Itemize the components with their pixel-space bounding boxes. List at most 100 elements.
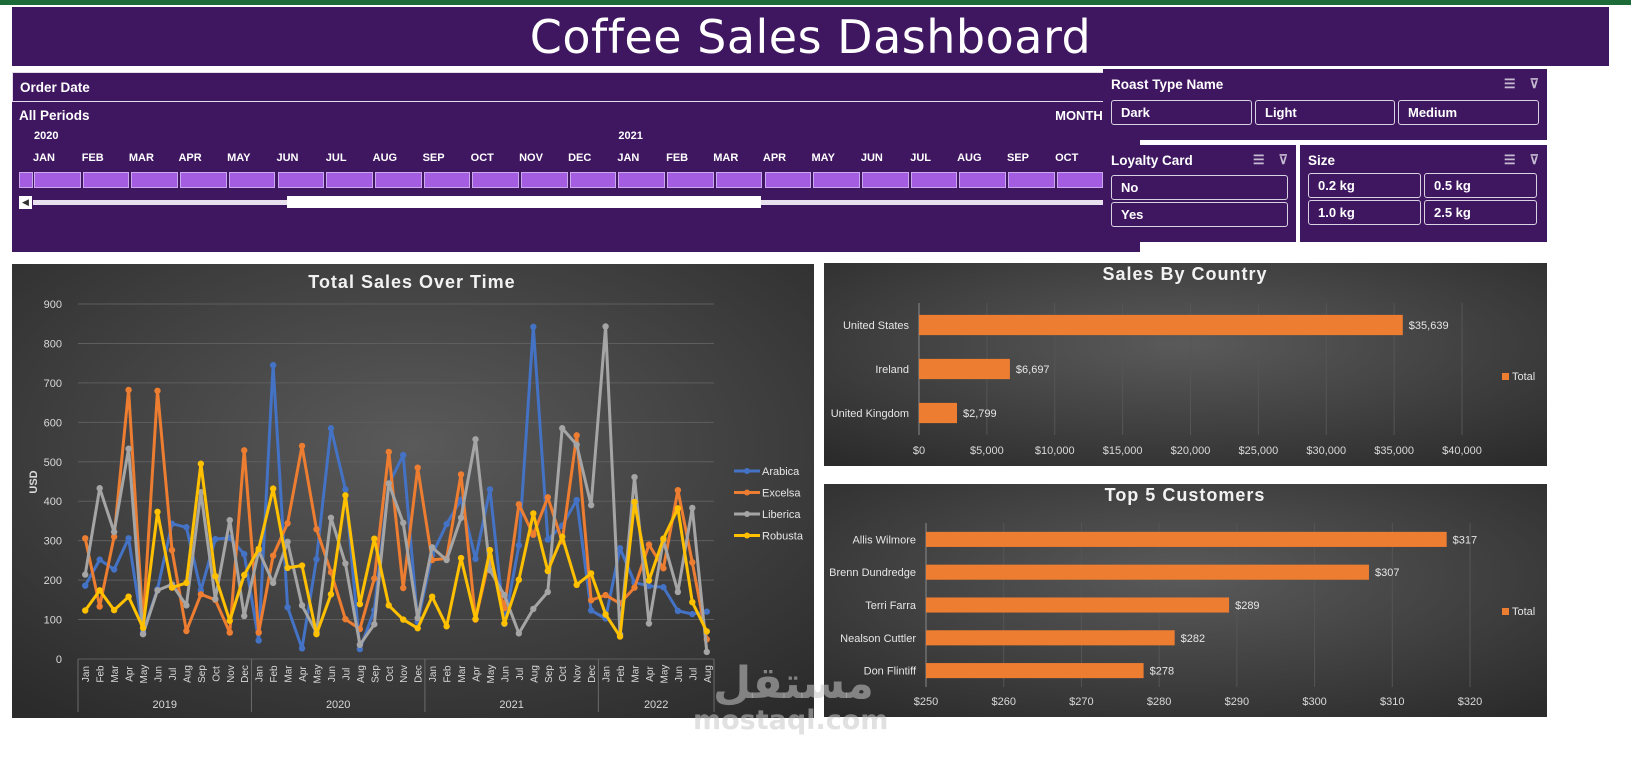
slicer-item-light[interactable]: Light — [1255, 100, 1395, 125]
data-point — [457, 471, 465, 478]
timeline-scrollbar[interactable]: ◀ ▶ — [19, 196, 1133, 209]
multi-select-icon[interactable]: ☰ — [1252, 152, 1265, 167]
legend-entry: Excelsa — [762, 488, 801, 500]
x-tick-label: $250 — [914, 696, 938, 708]
slicer-item-dark[interactable]: Dark — [1111, 100, 1252, 125]
timeline-month-label: MAY — [811, 152, 835, 164]
clear-filter-icon[interactable]: ⊽ — [1529, 152, 1539, 167]
timeline-month-bar[interactable] — [472, 172, 519, 188]
slicer-item-2-5kg[interactable]: 2.5 kg — [1424, 200, 1537, 225]
slicer-item-no[interactable]: No — [1111, 175, 1288, 200]
timeline-month-bar[interactable] — [764, 172, 812, 188]
timeline-month-bar[interactable] — [1056, 172, 1104, 188]
data-point — [457, 554, 465, 562]
slicer-item-medium[interactable]: Medium — [1398, 100, 1539, 125]
data-point — [573, 432, 580, 439]
data-point — [559, 533, 566, 540]
top-customers-chart: Top 5 Customers $250 $260 $270 $280 $290 $300 $… — [824, 484, 1547, 717]
timeline-month-bar[interactable] — [569, 172, 617, 188]
timeline-month-bar[interactable] — [813, 172, 860, 188]
bar — [926, 630, 1175, 646]
x-tick-label: Jul — [515, 668, 526, 681]
scroll-left-icon[interactable]: ◀ — [19, 196, 32, 209]
slicer-item-0-5kg[interactable]: 0.5 kg — [1424, 173, 1537, 198]
data-point — [342, 492, 349, 499]
data-point — [674, 486, 682, 494]
watermark: مستقل mostaql.com — [693, 662, 888, 736]
country-chart-svg: Sales By Country $0 $5,000 $10,000 $15,000 $2… — [824, 263, 1547, 466]
data-point — [96, 556, 103, 563]
timeline-month-bar[interactable] — [959, 172, 1006, 188]
multi-select-icon[interactable]: ☰ — [1503, 152, 1516, 167]
timeline-month-bar[interactable] — [82, 172, 130, 188]
data-point — [486, 567, 494, 574]
timeline-month-bar[interactable] — [326, 172, 373, 188]
data-point — [269, 552, 277, 559]
timeline-month-bar[interactable] — [374, 172, 422, 188]
clear-filter-icon[interactable]: ⊽ — [1278, 152, 1288, 167]
timeline-month-bar[interactable] — [423, 172, 471, 188]
data-point — [356, 641, 364, 648]
timeline-month-label: SEP — [422, 152, 445, 164]
data-point — [371, 575, 378, 582]
total-sales-chart: Total Sales Over Time 0 100 200 300 400 500 600… — [12, 264, 814, 718]
data-point — [400, 616, 407, 623]
timeline-month-bar[interactable] — [618, 172, 666, 188]
timeline-month-bar[interactable] — [1008, 172, 1055, 188]
data-point — [197, 488, 205, 496]
timeline-period-label: All Periods — [19, 108, 90, 123]
timeline-month-label: JAN — [32, 152, 55, 164]
timeline-month-bar[interactable] — [861, 172, 909, 188]
timeline-month-bar[interactable] — [715, 172, 763, 188]
size-slicer: Size ☰ ⊽ 0.2 kg 0.5 kg 1.0 kg 2.5 kg — [1300, 145, 1547, 242]
timeline-month-label: AUG — [372, 152, 398, 164]
multi-select-icon[interactable]: ☰ — [1503, 76, 1516, 91]
timeline-month-bar[interactable] — [910, 172, 958, 188]
x-tick-label: May — [139, 665, 150, 684]
x-tick-label: Mar — [110, 665, 121, 683]
x-tick-label: $290 — [1225, 696, 1249, 708]
slicer-item-1-0kg[interactable]: 1.0 kg — [1308, 200, 1421, 225]
timeline-month-bar[interactable] — [19, 172, 33, 188]
data-point — [587, 570, 595, 577]
timeline-month-bar[interactable] — [667, 172, 714, 188]
x-tick-label: Jul — [168, 668, 179, 681]
clear-filter-icon[interactable]: ⊽ — [1529, 76, 1539, 91]
x-tick-label: Jan — [255, 666, 266, 682]
data-point — [631, 473, 638, 481]
timeline-month-bar[interactable] — [34, 172, 81, 188]
data-point — [154, 587, 161, 594]
data-point — [530, 531, 537, 538]
data-point — [645, 620, 653, 627]
data-point — [241, 550, 248, 558]
order-date-timeline[interactable]: Order Date ⊽ All Periods MONTHS ▼ 202020… — [12, 72, 1140, 252]
timeline-month-bar[interactable] — [521, 172, 568, 188]
slicer-item-0-2kg[interactable]: 0.2 kg — [1308, 173, 1421, 198]
data-point — [298, 602, 306, 609]
y-tick-label: 800 — [44, 338, 62, 350]
slicer-item-yes[interactable]: Yes — [1111, 202, 1288, 227]
data-point — [154, 508, 161, 516]
data-point — [269, 485, 277, 492]
data-point — [82, 582, 89, 589]
data-point — [443, 623, 450, 630]
timeline-month-bar[interactable] — [277, 172, 325, 188]
data-point — [587, 607, 595, 614]
x-tick-label: Apr — [298, 666, 309, 682]
timeline-month-label: SEP — [1006, 152, 1029, 164]
data-point — [327, 425, 335, 432]
legend-marker — [744, 532, 750, 539]
data-point — [530, 510, 537, 517]
chart-title: Sales By Country — [1102, 264, 1267, 284]
timeline-month-bar[interactable] — [180, 172, 227, 188]
data-point — [472, 555, 479, 563]
x-tick-label: $25,000 — [1238, 445, 1278, 457]
data-point — [96, 587, 103, 594]
timeline-month-bar[interactable] — [131, 172, 179, 188]
data-point — [183, 602, 190, 609]
data-point — [183, 579, 190, 587]
y-tick-label: 700 — [44, 378, 62, 390]
timeline-month-bar[interactable] — [228, 172, 276, 188]
data-point — [515, 576, 523, 583]
scroll-thumb[interactable] — [287, 196, 761, 208]
